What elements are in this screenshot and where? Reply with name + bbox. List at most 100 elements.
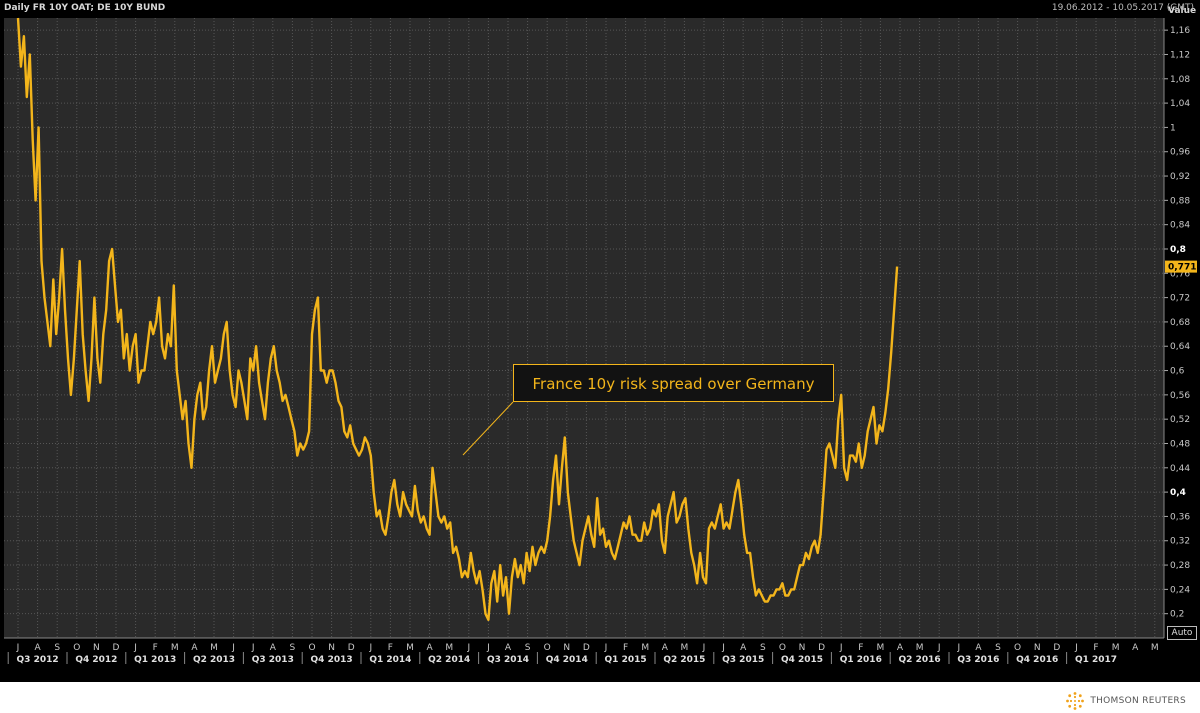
x-month-label: J xyxy=(231,643,235,653)
x-month-label: D xyxy=(1053,643,1060,653)
x-month-label: A xyxy=(897,643,904,653)
y-tick-label: 0,96 xyxy=(1170,148,1190,158)
x-month-label: M xyxy=(916,643,924,653)
x-month-label: S xyxy=(760,643,766,653)
y-axis-label: Value xyxy=(1168,6,1196,16)
x-month-label: O xyxy=(73,643,80,653)
x-quarter-label: Q3 2015 xyxy=(722,655,764,665)
x-quarter-label: Q3 2014 xyxy=(487,655,529,665)
x-month-label: J xyxy=(721,643,725,653)
annotation-callout: France 10y risk spread over Germany xyxy=(513,364,834,402)
x-month-label: M xyxy=(406,643,414,653)
x-month-label: M xyxy=(210,643,218,653)
x-month-label: S xyxy=(290,643,296,653)
x-month-label: D xyxy=(583,643,590,653)
x-month-label: O xyxy=(308,643,315,653)
y-tick-label: 1,04 xyxy=(1170,99,1190,109)
x-month-label: J xyxy=(937,643,941,653)
x-month-label: M xyxy=(171,643,179,653)
y-tick-label: 0,36 xyxy=(1170,512,1190,522)
x-quarter-label: Q4 2012 xyxy=(75,655,117,665)
x-quarter-label: Q1 2015 xyxy=(605,655,647,665)
y-tick-label: 1,12 xyxy=(1170,50,1190,60)
y-tick-label: 0,88 xyxy=(1170,196,1190,206)
x-month-label: M xyxy=(877,643,885,653)
x-month-label: J xyxy=(956,643,960,653)
y-tick-label: 0,32 xyxy=(1170,537,1190,547)
x-month-label: A xyxy=(740,643,747,653)
logo-text: THOMSON REUTERS xyxy=(1090,696,1186,706)
x-month-label: A xyxy=(191,643,198,653)
y-tick-label: 0,52 xyxy=(1170,415,1190,425)
x-month-label: M xyxy=(1151,643,1159,653)
y-tick-label: 0,28 xyxy=(1170,561,1190,571)
x-quarter-label: Q2 2016 xyxy=(899,655,941,665)
x-month-label: S xyxy=(995,643,1001,653)
y-tick-label: 1,08 xyxy=(1170,75,1190,85)
x-month-label: N xyxy=(1034,643,1041,653)
auto-scale-button[interactable]: Auto xyxy=(1167,626,1197,640)
x-month-label: J xyxy=(486,643,490,653)
x-month-label: J xyxy=(702,643,706,653)
grid xyxy=(4,18,1164,638)
y-tick-label: 1 xyxy=(1170,123,1176,133)
x-quarter-label: Q4 2016 xyxy=(1016,655,1058,665)
chart: 1,16 1,12 1,08 1,04 1 0,96 0,92 0,88 0,84 0,8 0,76… xyxy=(4,6,1197,665)
y-tick-label: 0,72 xyxy=(1170,294,1190,304)
x-month-label: O xyxy=(1014,643,1021,653)
x-month-label: F xyxy=(623,643,628,653)
x-month-label: A xyxy=(505,643,512,653)
x-quarter-label: Q2 2015 xyxy=(663,655,705,665)
x-month-label: F xyxy=(153,643,158,653)
plot-area xyxy=(4,18,1164,638)
chart-title: Daily FR 10Y OAT; DE 10Y BUND xyxy=(4,3,166,13)
y-tick-label: 0,68 xyxy=(1170,318,1190,328)
x-quarter-label: Q1 2017 xyxy=(1075,655,1117,665)
x-month-label: D xyxy=(113,643,120,653)
x-month-label: N xyxy=(799,643,806,653)
last-value-label: 0,771 xyxy=(1168,263,1196,273)
x-month-label: D xyxy=(348,643,355,653)
x-month-label: A xyxy=(270,643,277,653)
y-tick-label: 0,48 xyxy=(1170,439,1190,449)
y-tick-label: 0,6 xyxy=(1170,367,1185,377)
x-month-label: A xyxy=(662,643,669,653)
x-month-label: A xyxy=(975,643,982,653)
y-tick-label: 1,16 xyxy=(1170,26,1190,36)
x-month-label: J xyxy=(251,643,255,653)
x-month-label: S xyxy=(525,643,531,653)
x-month-label: J xyxy=(16,643,20,653)
x-quarter-label: Q3 2012 xyxy=(17,655,59,665)
x-month-label: N xyxy=(328,643,335,653)
date-range: 19.06.2012 - 10.05.2017 (GMT) xyxy=(1051,3,1194,13)
y-tick-label: 0,84 xyxy=(1170,221,1190,231)
series-line-fr-de-spread xyxy=(16,17,899,621)
y-tick-label: 0,44 xyxy=(1170,464,1190,474)
y-tick-label: 0,2 xyxy=(1170,610,1184,620)
x-month-label: A xyxy=(35,643,42,653)
x-month-label: F xyxy=(858,643,863,653)
x-month-label: M xyxy=(681,643,689,653)
y-tick-label: 0,24 xyxy=(1170,585,1190,595)
x-quarter-label: Q2 2013 xyxy=(193,655,235,665)
x-month-label: F xyxy=(1093,643,1098,653)
y-tick-label: 0,56 xyxy=(1170,391,1190,401)
x-month-label: M xyxy=(641,643,649,653)
x-month-label: N xyxy=(93,643,100,653)
x-quarter-label: Q4 2013 xyxy=(311,655,353,665)
x-month-label: J xyxy=(466,643,470,653)
x-month-label: J xyxy=(1074,643,1078,653)
x-month-label: M xyxy=(1112,643,1120,653)
x-quarter-label: Q4 2015 xyxy=(781,655,823,665)
last-value-badge xyxy=(1165,260,1197,273)
y-tick-label: 0,76 xyxy=(1170,269,1190,279)
x-month-label: N xyxy=(563,643,570,653)
x-quarter-label: Q1 2014 xyxy=(369,655,411,665)
annotation-leader-line xyxy=(462,401,514,456)
x-quarter-label: Q1 2016 xyxy=(840,655,882,665)
thomson-reuters-logo: THOMSON REUTERS xyxy=(1065,691,1186,711)
y-tick-label: 0,4 xyxy=(1170,488,1186,498)
y-axis: 1,16 1,12 1,08 1,04 1 0,96 0,92 0,88 0,84 0,8 0,76… xyxy=(1163,6,1196,638)
x-month-label: S xyxy=(54,643,60,653)
